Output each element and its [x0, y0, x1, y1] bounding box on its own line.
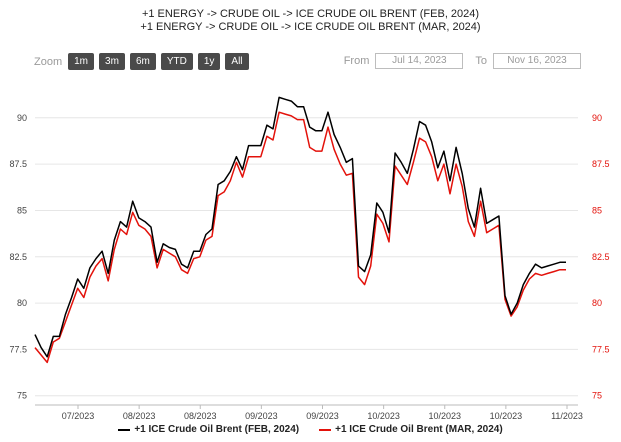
x-tick-label: 08/2023 [184, 411, 217, 421]
x-tick-label: 10/2023 [428, 411, 461, 421]
from-label: From [343, 55, 370, 67]
x-tick-label: 07/2023 [62, 411, 95, 421]
from-date-input[interactable]: Jul 14, 2023 [375, 53, 464, 69]
legend-swatch-feb [118, 428, 131, 431]
y-left-tick-label: 80 [17, 298, 27, 308]
x-tick-label: 11/2023 [551, 411, 583, 421]
chart-legend: +1 ICE Crude Oil Brent (FEB, 2024) +1 IC… [0, 424, 621, 435]
y-right-tick-label: 85 [592, 205, 602, 215]
date-range-selector: From Jul 14, 2023 To Nov 16, 2023 [332, 53, 581, 69]
x-tick-label: 10/2023 [490, 411, 523, 421]
zoom-1y-button[interactable]: 1y [197, 53, 221, 70]
y-left-tick-label: 82.5 [9, 252, 27, 262]
to-date-input[interactable]: Nov 16, 2023 [493, 53, 581, 69]
y-right-tick-label: 87.5 [592, 159, 610, 169]
x-tick-label: 10/2023 [367, 411, 400, 421]
zoom-all-button[interactable]: All [225, 53, 249, 70]
y-left-tick-label: 90 [17, 113, 27, 123]
y-left-tick-label: 87.5 [9, 159, 27, 169]
legend-item-mar[interactable]: +1 ICE Crude Oil Brent (MAR, 2024) [319, 424, 503, 435]
legend-label-feb: +1 ICE Crude Oil Brent (FEB, 2024) [134, 424, 300, 435]
x-tick-label: 09/2023 [245, 411, 278, 421]
legend-label-mar: +1 ICE Crude Oil Brent (MAR, 2024) [335, 424, 503, 435]
zoom-ytd-button[interactable]: YTD [160, 53, 193, 70]
zoom-label: Zoom [34, 55, 63, 68]
chart-title-line1: +1 ENERGY -> CRUDE OIL -> ICE CRUDE OIL … [141, 8, 480, 20]
zoom-3m-button[interactable]: 3m [99, 53, 125, 70]
series-line-feb-2024 [34, 96, 566, 358]
x-tick-label: 08/2023 [123, 411, 156, 421]
to-label: To [475, 55, 487, 67]
y-left-tick-label: 85 [17, 205, 27, 215]
zoom-toolbar: Zoom 1m 3m 6m YTD 1y All [34, 53, 254, 70]
legend-item-feb[interactable]: +1 ICE Crude Oil Brent (FEB, 2024) [118, 424, 299, 435]
y-right-tick-label: 90 [592, 113, 602, 123]
zoom-1m-button[interactable]: 1m [68, 53, 95, 70]
x-tick-label: 09/2023 [306, 411, 339, 421]
y-right-tick-label: 80 [592, 298, 602, 308]
chart-title-line2: +1 ENERGY -> CRUDE OIL -> ICE CRUDE OIL … [140, 21, 481, 33]
y-right-tick-label: 82.5 [592, 252, 610, 262]
series-line-mar-2024 [34, 111, 566, 364]
y-left-tick-label: 77.5 [9, 344, 27, 354]
y-right-tick-label: 77.5 [592, 344, 610, 354]
zoom-6m-button[interactable]: 6m [129, 53, 156, 70]
legend-swatch-mar [319, 428, 332, 431]
y-right-tick-label: 75 [592, 391, 602, 401]
y-left-tick-label: 75 [17, 391, 27, 401]
